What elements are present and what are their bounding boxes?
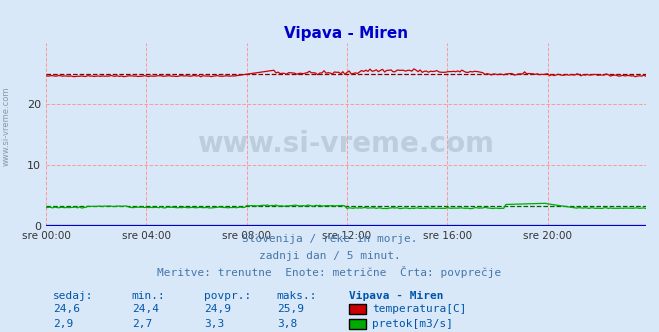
- Text: 24,9: 24,9: [204, 304, 231, 314]
- Text: 3,8: 3,8: [277, 319, 297, 329]
- Text: 2,9: 2,9: [53, 319, 73, 329]
- Text: 25,9: 25,9: [277, 304, 304, 314]
- Text: sedaj:: sedaj:: [53, 291, 93, 301]
- Text: Vipava - Miren: Vipava - Miren: [349, 291, 444, 301]
- Text: 3,3: 3,3: [204, 319, 225, 329]
- Text: 24,4: 24,4: [132, 304, 159, 314]
- Title: Vipava - Miren: Vipava - Miren: [284, 26, 408, 41]
- Text: min.:: min.:: [132, 291, 165, 301]
- Text: 2,7: 2,7: [132, 319, 152, 329]
- Text: Meritve: trenutne  Enote: metrične  Črta: povprečje: Meritve: trenutne Enote: metrične Črta: …: [158, 266, 501, 278]
- Text: www.si-vreme.com: www.si-vreme.com: [198, 129, 494, 158]
- Text: temperatura[C]: temperatura[C]: [372, 304, 467, 314]
- Text: povpr.:: povpr.:: [204, 291, 252, 301]
- Text: pretok[m3/s]: pretok[m3/s]: [372, 319, 453, 329]
- Text: 24,6: 24,6: [53, 304, 80, 314]
- Text: maks.:: maks.:: [277, 291, 317, 301]
- Text: www.si-vreme.com: www.si-vreme.com: [2, 86, 11, 166]
- Text: Slovenija / reke in morje.: Slovenija / reke in morje.: [242, 234, 417, 244]
- Text: zadnji dan / 5 minut.: zadnji dan / 5 minut.: [258, 251, 401, 261]
